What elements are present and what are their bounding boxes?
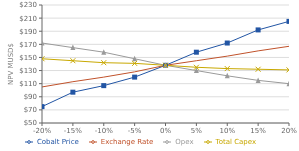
svg-text:-5%: -5% [128,127,142,135]
html-text:Total Capex: Total Capex [215,138,257,146]
svg-text:20%: 20% [281,127,291,135]
svg-text:0%: 0% [160,127,171,135]
svg-text:$170: $170 [19,41,37,49]
svg-text:$190: $190 [19,28,37,36]
svg-text:$210: $210 [19,15,37,23]
html-text:Exchange Rate: Exchange Rate [100,138,154,146]
svg-text:$70: $70 [24,106,37,114]
svg-text:$230: $230 [19,1,37,9]
svg-text:-10%: -10% [95,127,113,135]
svg-text:$90: $90 [24,93,37,101]
html-text:Opex: Opex [175,138,194,146]
svg-text:$150: $150 [19,54,37,62]
svg-text:$130: $130 [19,67,37,75]
svg-text:15%: 15% [250,127,266,135]
svg-text:10%: 10% [219,127,235,135]
svg-text:$50: $50 [24,119,37,127]
svg-text:-20%: -20% [33,127,51,135]
svg-text:$110: $110 [19,80,37,88]
svg-text:-15%: -15% [64,127,82,135]
svg-text:5%: 5% [191,127,202,135]
html-text:Cobalt Price: Cobalt Price [36,138,79,146]
svg-text:NPV MUSD$: NPV MUSD$ [8,43,15,85]
